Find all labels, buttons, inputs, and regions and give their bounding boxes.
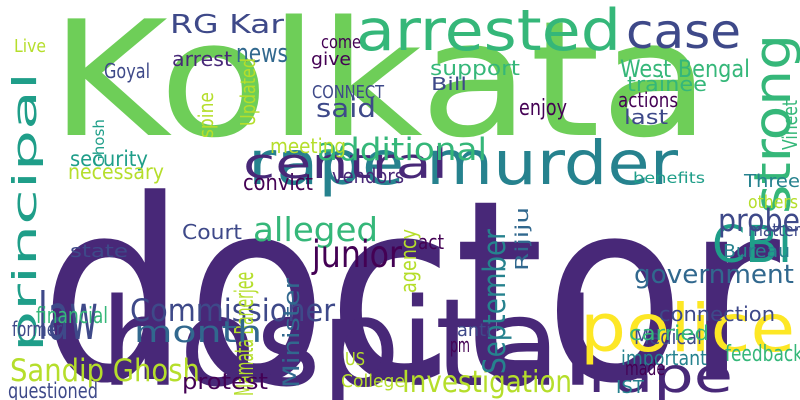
word-former: former — [12, 317, 62, 341]
word-vendors: vendors — [332, 164, 405, 188]
word-bureau: Bureau — [723, 241, 790, 262]
word-connection: connection — [659, 302, 776, 326]
word-central: central — [243, 139, 448, 188]
word-government: government — [634, 260, 794, 290]
word-hospital: hospital — [100, 273, 596, 400]
word-matter: matter — [748, 220, 800, 241]
word-give: give — [311, 49, 351, 70]
word-college: College — [341, 371, 406, 392]
word-ist: IST — [616, 377, 645, 398]
word-financial: financial — [36, 304, 109, 329]
word-rape-murder: rape murder — [248, 128, 678, 199]
word-rg-kar: RG Kar — [170, 10, 285, 40]
word-important: important — [621, 346, 707, 370]
word-others: others — [748, 192, 799, 213]
word-made: made — [625, 356, 666, 380]
word-us: US — [345, 349, 366, 370]
word-come: come — [321, 32, 362, 53]
word-alleged: alleged — [253, 210, 379, 249]
word-ghosh: Ghosh — [90, 118, 108, 167]
word-sandip-ghosh: Sandip Ghosh — [10, 353, 200, 389]
word-probe: probe — [718, 203, 800, 239]
word-trainee: trainee — [627, 72, 707, 96]
word-convict: convict — [243, 171, 313, 196]
word-live: Live — [14, 36, 46, 57]
word-news: news — [236, 39, 289, 69]
word-kolkata: Kolkata — [50, 0, 711, 173]
word-feedback: feedback — [725, 342, 800, 367]
word-month: month — [134, 315, 263, 349]
word-investigation: Investigation — [402, 365, 572, 400]
word-meeting: meeting — [270, 134, 346, 158]
word-rape: rape — [588, 348, 733, 400]
word-updated: Updated — [236, 57, 260, 126]
word-cbi: CBI — [712, 216, 792, 275]
word-spine: spine — [194, 92, 218, 138]
word-support: support — [430, 56, 521, 80]
word-police: police — [580, 290, 796, 367]
word-additional: additional — [317, 132, 487, 168]
word-said: said — [316, 94, 376, 124]
word-connect: CONNECT — [312, 82, 385, 103]
word-doctor: doctor — [40, 147, 780, 400]
word-pm: pm — [450, 333, 470, 357]
word-junior: junior — [312, 233, 403, 276]
word-commissioner: Commissioner — [130, 293, 336, 329]
word-agency: agency — [397, 228, 422, 293]
word-minister: Minister — [280, 278, 305, 388]
word-september: September — [477, 229, 513, 374]
word-vineet: Vineet — [778, 100, 800, 150]
word-security: security — [70, 147, 148, 171]
word-law: law — [38, 281, 99, 355]
word-actions: actions — [618, 88, 679, 112]
word-medical: Medical — [634, 325, 702, 349]
word-act: act — [418, 230, 444, 254]
word-benefits: benefits — [633, 169, 705, 187]
word-arrest: arrest — [172, 47, 233, 71]
word-protest: protest — [182, 370, 268, 395]
word-necessary: necessary — [68, 160, 164, 184]
word-court: Court — [182, 220, 243, 244]
word-rijiju: Rijiju — [512, 207, 533, 271]
word-three: Three — [744, 171, 800, 192]
word-west-bengal: West Bengal — [620, 55, 750, 83]
word-carried: carried — [629, 321, 709, 345]
word-last: last — [624, 105, 669, 129]
word-goyal: Goyal — [104, 59, 151, 83]
word-questioned: questioned — [8, 379, 98, 400]
word-enjoy: enjoy — [519, 96, 568, 121]
word-case: case — [626, 4, 741, 60]
word-arrested: arrested — [356, 0, 622, 64]
word-state: state — [70, 241, 129, 262]
word-bill: Bill — [431, 74, 468, 95]
word-anti: anti — [457, 320, 492, 341]
